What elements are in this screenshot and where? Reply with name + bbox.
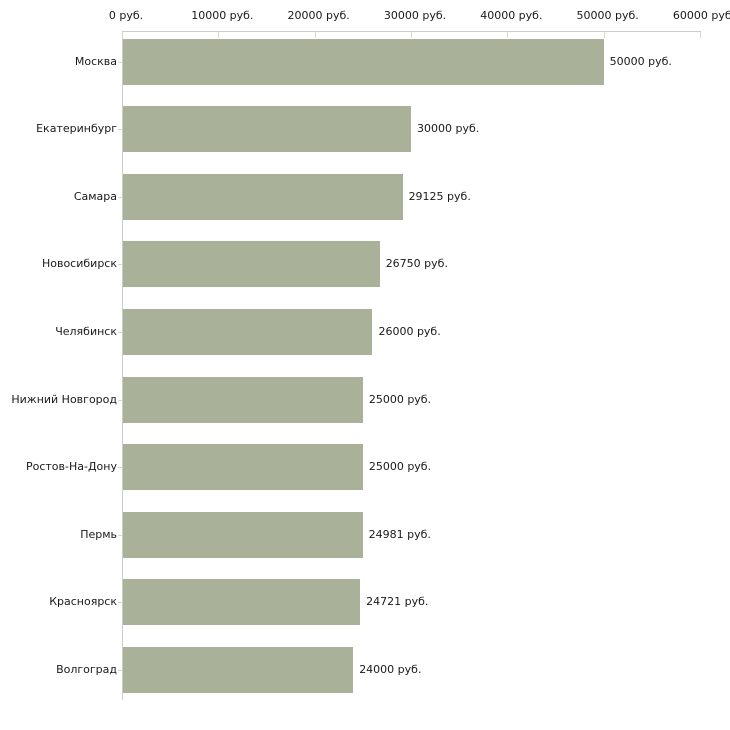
y-axis-tick	[118, 467, 122, 468]
x-axis-tick-label: 0 руб.	[108, 9, 144, 22]
category-label: Самара	[73, 189, 117, 203]
x-axis-tick-label: 10000 руб.	[191, 9, 254, 22]
x-axis-tick-label: 20000 руб.	[287, 9, 350, 22]
y-axis-tick	[118, 535, 122, 536]
category-label: Москва	[74, 54, 117, 68]
bar	[123, 106, 411, 153]
value-label: 24721 руб.	[366, 595, 429, 609]
y-axis-tick	[118, 264, 122, 265]
category-label: Пермь	[80, 527, 117, 541]
y-axis-tick	[118, 332, 122, 333]
y-axis-tick	[118, 670, 122, 671]
category-label: Волгоград	[56, 662, 117, 676]
x-axis-line	[122, 31, 701, 32]
value-label: 25000 руб.	[368, 392, 432, 406]
value-label: 25000 руб.	[368, 460, 432, 474]
bar	[123, 579, 361, 626]
y-axis-tick	[118, 62, 122, 63]
x-axis-tick	[122, 32, 123, 38]
bar	[123, 646, 354, 693]
bar	[123, 511, 363, 558]
bar	[123, 308, 373, 355]
bar	[123, 444, 363, 491]
y-axis-tick	[118, 197, 122, 198]
x-axis-tick-label: 60000 руб.	[672, 9, 730, 22]
value-label: 29125 руб.	[408, 189, 471, 203]
category-label: Ростов-На-Дону	[25, 460, 117, 474]
x-axis-tick	[507, 32, 509, 38]
x-axis-tick	[700, 32, 701, 38]
bar	[123, 376, 363, 423]
category-label: Красноярск	[49, 595, 117, 609]
category-label: Екатеринбург	[36, 122, 117, 136]
value-label: 26750 руб.	[385, 257, 448, 271]
x-axis-tick	[411, 32, 412, 38]
y-axis-line	[122, 31, 123, 700]
value-label: 24981 руб.	[368, 527, 431, 541]
y-axis-tick	[118, 129, 122, 130]
value-label: 30000 руб.	[417, 122, 480, 136]
x-axis-tick	[314, 32, 316, 38]
category-label: Челябинск	[55, 324, 117, 338]
bar	[123, 241, 380, 288]
x-axis-tick	[603, 32, 605, 38]
x-axis-tick-label: 30000 руб.	[383, 9, 447, 22]
category-label: Новосибирск	[41, 257, 117, 271]
category-label: Нижний Новгород	[11, 392, 117, 406]
x-axis-tick-label: 50000 руб.	[576, 9, 639, 22]
value-label: 24000 руб.	[359, 662, 422, 676]
x-axis-tick-label: 40000 руб.	[480, 9, 543, 22]
bar	[123, 38, 604, 85]
value-label: 26000 руб.	[378, 324, 441, 338]
value-label: 50000 руб.	[609, 54, 672, 68]
y-axis-tick	[118, 602, 122, 603]
y-axis-tick	[118, 400, 122, 401]
x-axis-tick	[218, 32, 220, 38]
bar	[123, 173, 403, 220]
